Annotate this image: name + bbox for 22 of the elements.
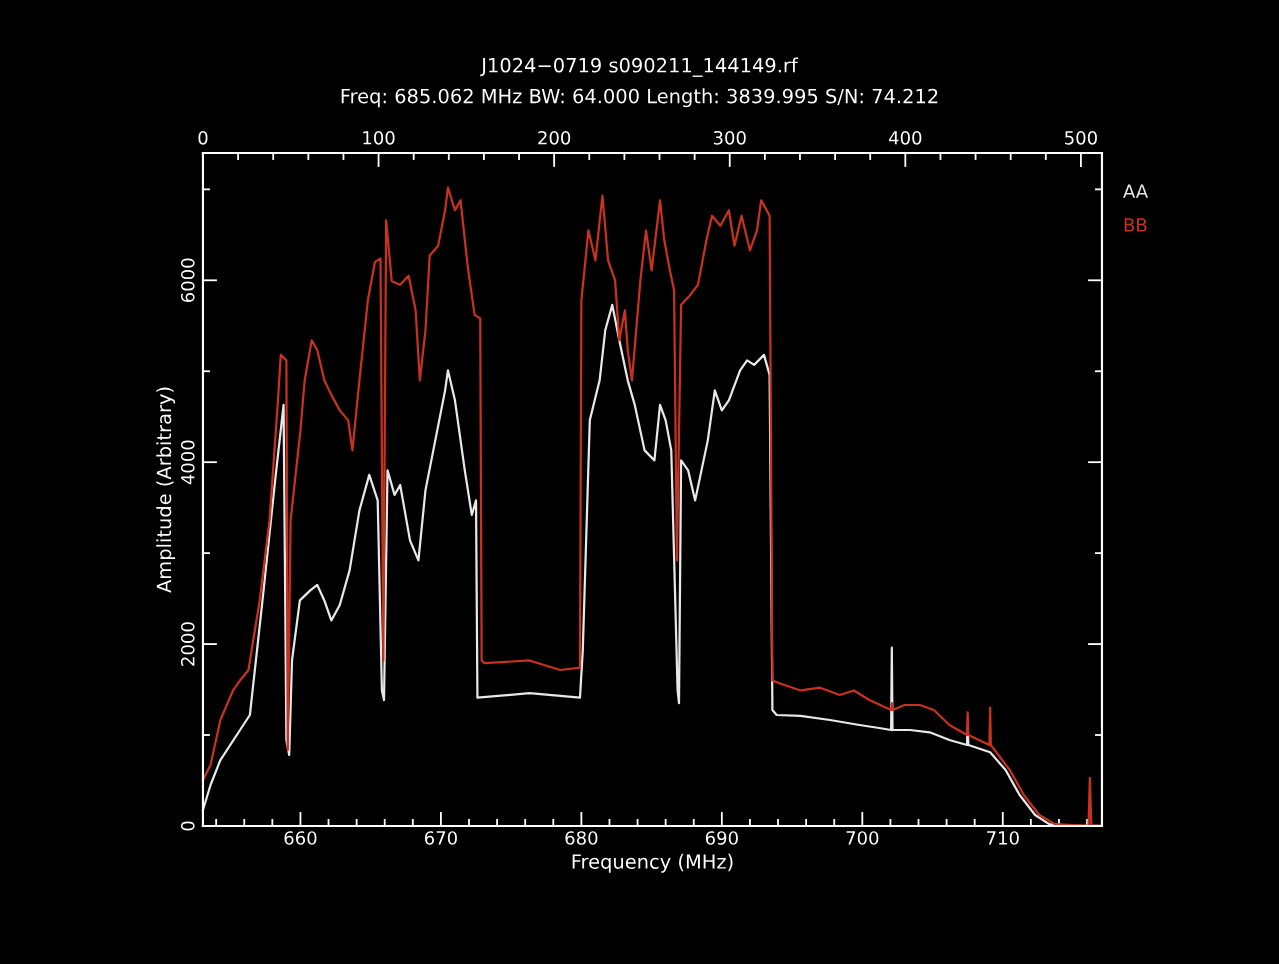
- x-tick-label: 700: [846, 831, 879, 845]
- x-tick-label: 660: [284, 831, 317, 845]
- x-axis-title: Frequency (MHz): [572, 853, 733, 873]
- x2-tick-label: 100: [363, 130, 395, 145]
- text: BB: [1124, 218, 1147, 232]
- x2-tick-label: 0: [198, 130, 208, 145]
- x2-tick-label: 200: [538, 130, 571, 145]
- x2-tick-label: 500: [1065, 130, 1097, 145]
- x2-tick-label: 300: [713, 130, 746, 145]
- y-tick-label: 2000: [180, 622, 195, 666]
- chart-title: J1024−0719 s090211_144149.rf: [480, 57, 799, 77]
- x-tick-label: 690: [705, 831, 738, 845]
- text: AA: [1123, 184, 1149, 198]
- x-tick-label: 710: [987, 831, 1019, 845]
- x2-tick-label: 400: [888, 130, 922, 145]
- y-tick-label: 0: [180, 821, 195, 831]
- x-tick-label: 670: [424, 831, 457, 845]
- y-tick-label: 4000: [180, 440, 195, 485]
- y-tick-label: 6000: [180, 258, 195, 303]
- x-tick-label: 680: [565, 831, 598, 845]
- chart-subtitle: Freq: 685.062 MHz BW: 64.000 Length: 3839.995 S/N: 74.212: [341, 88, 938, 108]
- y-axis-title: Amplitude (Arbitrary): [156, 387, 176, 593]
